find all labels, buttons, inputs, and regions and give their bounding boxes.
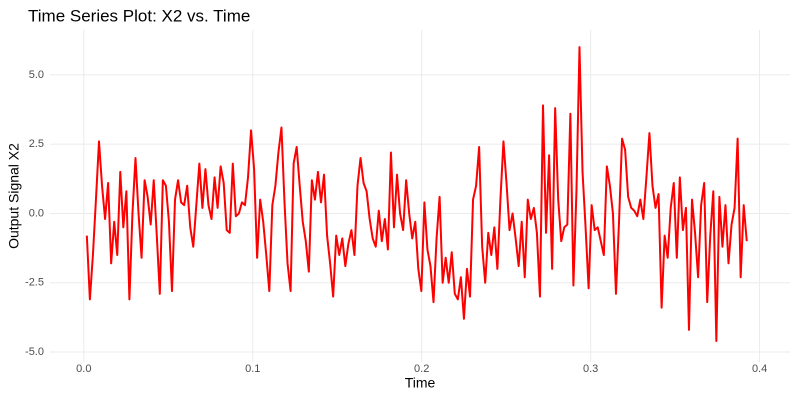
- y-tick-label: 0.0: [29, 207, 44, 219]
- y-tick-label: 2.5: [29, 138, 44, 150]
- x-tick-label: 0.3: [583, 363, 598, 375]
- x-tick-label: 0.2: [414, 363, 429, 375]
- x-tick-label: 0.0: [76, 363, 91, 375]
- y-tick-label: 5.0: [29, 69, 44, 81]
- grid: [50, 30, 790, 362]
- x-axis-title: Time: [405, 375, 436, 391]
- x-tick-label: 0.1: [245, 363, 260, 375]
- data-line: [85, 46, 748, 342]
- x-tick-label: 0.4: [752, 363, 767, 375]
- chart-title: Time Series Plot: X2 vs. Time: [28, 6, 250, 25]
- plot-area: [85, 46, 748, 342]
- y-tick-label: -5.0: [25, 346, 44, 358]
- y-tick-label: -2.5: [25, 277, 44, 289]
- y-axis-title: Output Signal X2: [6, 143, 22, 249]
